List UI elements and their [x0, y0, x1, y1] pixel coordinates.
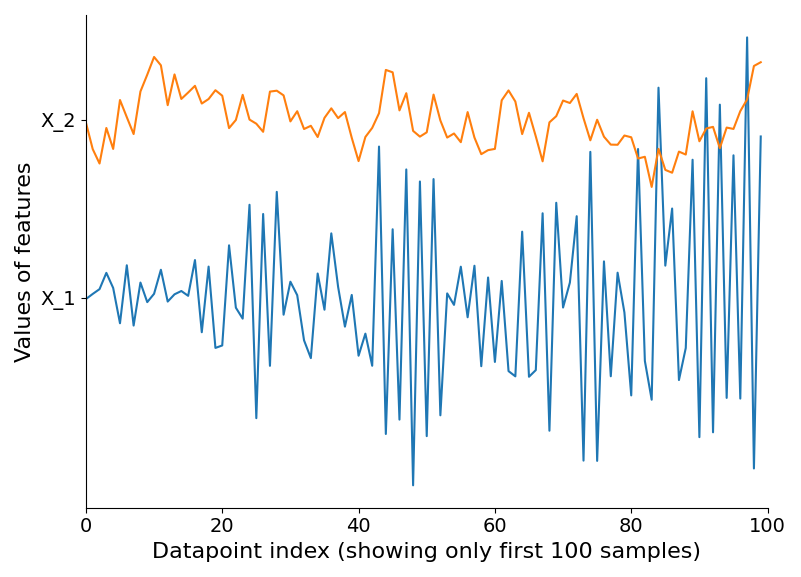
X-axis label: Datapoint index (showing only first 100 samples): Datapoint index (showing only first 100 … — [152, 542, 701, 562]
Y-axis label: Values of features: Values of features — [15, 161, 35, 362]
